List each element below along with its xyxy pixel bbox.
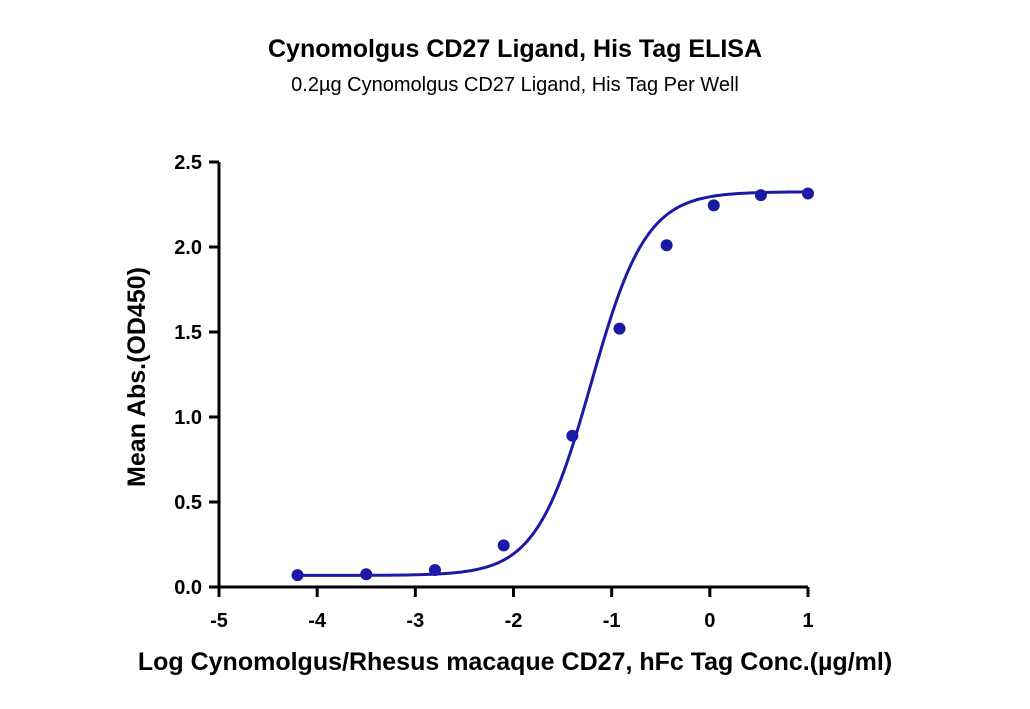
plot-area: [291, 187, 814, 582]
y-axis-title: Mean Abs.(OD450): [123, 267, 151, 487]
x-tick-label: -4: [308, 610, 327, 632]
fit-curve: [297, 190, 809, 577]
y-tick-label: 2.0: [174, 237, 202, 259]
x-tick-label: 0: [704, 610, 715, 632]
x-tick-label: -3: [406, 610, 424, 632]
data-point: [707, 199, 720, 212]
x-tick-label: -1: [603, 610, 621, 632]
x-axis-title: Log Cynomolgus/Rhesus macaque CD27, hFc …: [138, 648, 892, 676]
data-point: [613, 322, 626, 335]
data-point: [802, 187, 814, 200]
data-point: [360, 568, 373, 581]
chart-title: Cynomolgus CD27 Ligand, His Tag ELISA: [268, 35, 762, 63]
x-tick-label: 1: [802, 610, 813, 632]
y-tick-label: 2.5: [174, 152, 202, 174]
data-point: [428, 564, 441, 576]
y-tick-label: 0.0: [174, 577, 202, 599]
data-point: [497, 539, 510, 552]
y-tick-label: 0.5: [174, 492, 202, 514]
chart-subtitle: 0.2µg Cynomolgus CD27 Ligand, His Tag Pe…: [291, 74, 739, 96]
x-tick-label: -2: [505, 610, 523, 632]
y-tick-label: 1.5: [174, 322, 202, 344]
data-point: [566, 429, 579, 442]
data-point: [754, 189, 767, 202]
y-tick-label: 1.0: [174, 407, 202, 429]
y-axis: 0.0 0.5 1.0 1.5 2.0 2.5: [174, 152, 221, 599]
x-axis: -5 -4 -3 -2 -1 0 1: [210, 585, 814, 632]
data-point: [291, 569, 304, 582]
data-point: [660, 239, 673, 252]
x-tick-label: -5: [210, 610, 228, 632]
